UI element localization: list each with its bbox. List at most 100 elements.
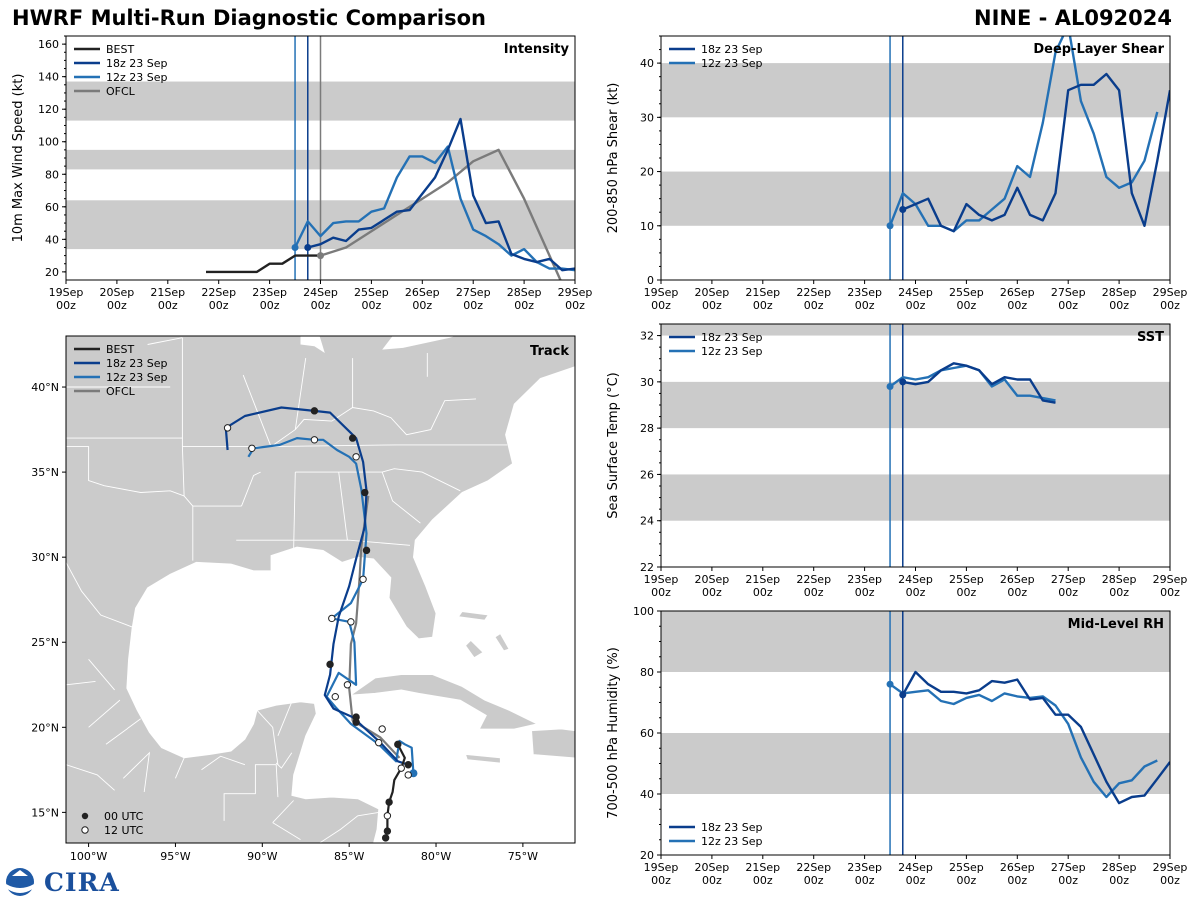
cira-logo-text: CIRA: [44, 868, 120, 897]
x-tick-label: 26Sep: [1000, 573, 1035, 586]
x-tick-label: 20Sep: [695, 573, 730, 586]
plot-frame: [65, 335, 576, 844]
state-border: [122, 751, 151, 793]
x-tick-label: 00z: [1007, 299, 1027, 312]
threshold-band: [661, 171, 1170, 226]
y-tick-label: 140: [38, 71, 59, 84]
state-border: [201, 755, 246, 771]
init-point-run18: [899, 691, 907, 699]
state-border: [223, 764, 279, 821]
x-tick-label: 00z: [804, 874, 824, 887]
land-mass: [457, 611, 489, 621]
x-tick-label: 29Sep: [1153, 861, 1188, 874]
y-axis-label: 700-500 hPa Humidity (%): [606, 647, 621, 819]
y-axis-label: Sea Surface Temp (°C): [606, 372, 621, 519]
land-mass: [349, 674, 538, 730]
state-border: [66, 764, 115, 791]
x-tick-label: 00z: [753, 586, 773, 599]
x-tick-label: 21Sep: [745, 861, 780, 874]
x-tick-label: 00z: [753, 874, 773, 887]
x-tick-label: 00z: [753, 299, 773, 312]
x-tick-label: 00z: [107, 299, 127, 312]
y-tick-label: 0: [647, 274, 654, 287]
series-line-run18: [307, 117, 575, 272]
legend-label-run18: 18z 23 Sep: [701, 821, 763, 834]
track-point-00utc: [383, 827, 392, 835]
x-tick-label: 75°W: [508, 850, 538, 863]
legend-label-run18: 18z 23 Sep: [701, 331, 763, 344]
threshold-band: [661, 733, 1170, 794]
state-border: [241, 471, 261, 507]
state-border: [338, 472, 348, 541]
y-tick-label: 25°N: [31, 636, 59, 649]
panel-intensity: 2040608010012014016019Sep00z20Sep00z21Se…: [11, 35, 593, 312]
x-tick-label: 00z: [906, 299, 926, 312]
x-tick-label: 00z: [362, 299, 382, 312]
x-tick-label: 00z: [1109, 299, 1129, 312]
series-group: [886, 362, 1056, 404]
x-tick-label: 29Sep: [1153, 286, 1188, 299]
state-border: [272, 822, 301, 840]
y-tick-label: 20°N: [31, 721, 59, 734]
x-tick-label: 00z: [1058, 586, 1078, 599]
x-tick-label: 00z: [651, 299, 671, 312]
cira-logo: CIRA: [4, 866, 119, 898]
threshold-band: [661, 381, 1170, 429]
state-border: [318, 811, 379, 843]
state-border: [66, 562, 133, 628]
init-point-ofcl: [317, 252, 324, 260]
x-tick-label: 00z: [1058, 874, 1078, 887]
threshold-band: [661, 611, 1170, 672]
x-tick-label: 28Sep: [1102, 573, 1137, 586]
x-tick-label: 22Sep: [796, 573, 831, 586]
series-group: [886, 670, 1170, 805]
x-tick-label: 85°W: [334, 850, 364, 863]
y-tick-label: 10: [640, 220, 654, 233]
series-line-run18: [902, 72, 1170, 233]
legend-label-best: BEST: [106, 343, 134, 356]
track-point-00utc: [381, 834, 390, 842]
y-tick-label: 30°N: [31, 551, 59, 564]
legend-label-best: BEST: [106, 43, 134, 56]
track-point-12utc: [310, 436, 319, 444]
x-tick-label: 00z: [1160, 874, 1180, 887]
state-border: [174, 757, 185, 779]
x-tick-label: 00z: [957, 874, 977, 887]
state-border: [66, 446, 185, 497]
y-tick-label: 80: [640, 666, 654, 679]
track-point-00utc: [362, 546, 371, 555]
track-point-12utc: [378, 725, 386, 733]
x-tick-label: 00z: [651, 586, 671, 599]
state-border: [272, 800, 294, 823]
x-tick-label: 00z: [209, 299, 229, 312]
x-tick-label: 22Sep: [796, 861, 831, 874]
land-mass: [531, 728, 575, 759]
track-point-00utc: [352, 718, 360, 726]
y-tick-label: 35°N: [31, 466, 59, 479]
track-point-12utc: [343, 681, 352, 689]
y-tick-label: 22: [640, 561, 654, 574]
series-line-run18: [901, 670, 1170, 805]
y-tick-label: 40: [640, 788, 654, 801]
legend-label-run12: 12z 23 Sep: [701, 57, 763, 70]
x-tick-label: 00z: [804, 299, 824, 312]
y-tick-label: 26: [640, 468, 654, 481]
x-tick-label: 00z: [804, 586, 824, 599]
series-line-best: [206, 254, 321, 274]
state-border: [147, 337, 183, 345]
x-tick-label: 19Sep: [644, 573, 679, 586]
x-tick-label: 00z: [1007, 586, 1027, 599]
x-tick-label: 00z: [1109, 586, 1129, 599]
y-tick-label: 24: [640, 515, 654, 528]
x-tick-label: 23Sep: [847, 573, 882, 586]
x-tick-label: 00z: [855, 586, 875, 599]
track-point-00utc: [310, 407, 319, 415]
y-tick-label: 20: [45, 266, 59, 279]
noaa-logo-icon: [6, 868, 34, 896]
x-tick-label: 29Sep: [558, 286, 593, 299]
chart-title: HWRF Multi-Run Diagnostic Comparison: [12, 6, 487, 30]
x-tick-label: 00z: [702, 586, 722, 599]
state-border: [293, 472, 296, 551]
plot-frame: [660, 323, 1171, 568]
